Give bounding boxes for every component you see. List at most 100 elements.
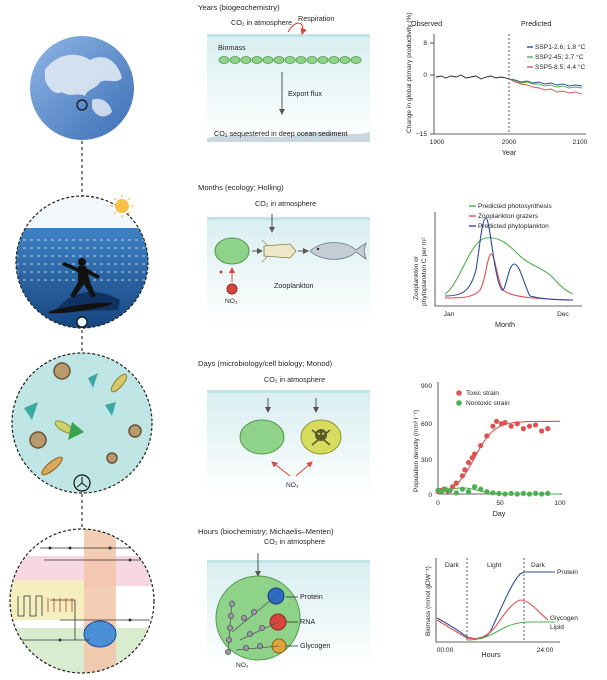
- chart4-ylabel: Biomass (mmol gDW⁻¹): [425, 566, 432, 636]
- chart2-xtick: Dec: [557, 311, 569, 318]
- chart2-photosynthesis-series: [444, 237, 574, 295]
- row1-co2-label: CO₂ in atmosphere: [231, 18, 292, 27]
- row2-no3-label: NO₃: [225, 298, 238, 305]
- ocean-surfer-scene: [15, 194, 149, 329]
- chart4-xtick: 00:00: [437, 647, 454, 654]
- chart3-toxic-point: [490, 423, 496, 429]
- chart3-nontoxic-point: [502, 491, 508, 497]
- chart1-ytick: −15: [416, 131, 428, 138]
- row4-no3-label: NO₃: [236, 662, 249, 669]
- chart2-ylabel-line1: Zooplankton or: [413, 255, 420, 300]
- chart4-lipid-series: [466, 621, 555, 641]
- chart3-legend-item: Toxic strain: [466, 390, 499, 397]
- microbes-scene: [11, 352, 153, 494]
- chart1-xtick: 2000: [502, 139, 517, 146]
- chart1-ssp585-series: [508, 78, 583, 95]
- triangular-cell: [24, 402, 38, 420]
- triangular-cell: [88, 373, 98, 388]
- chart4-xlabel: Hours: [481, 650, 501, 659]
- chart3-toxic-point: [520, 426, 527, 432]
- chart2-legend-item: Predicted phytoplankton: [478, 223, 549, 230]
- chart1-observed-label: Observed: [411, 19, 442, 28]
- chart3-nontoxic-point: [447, 487, 453, 493]
- chart1-predicted-label: Predicted: [521, 19, 551, 28]
- chart3-nontoxic-point: [526, 491, 533, 497]
- chart3-xtick: 50: [496, 500, 504, 507]
- chart3-nontoxic-point: [442, 486, 448, 492]
- chart3-toxic-point: [453, 480, 459, 486]
- chart3-toxic-point: [465, 459, 472, 466]
- chart3-legend-swatch: [456, 400, 462, 406]
- chart3-nontoxic-point: [545, 490, 551, 496]
- chart3-toxic-point: [526, 423, 533, 429]
- row1-schematic: [207, 22, 370, 142]
- chart3-nontoxic-point: [478, 486, 484, 492]
- row3-co2-label: CO₂ in atmosphere: [264, 375, 325, 384]
- chart1-legend-item: SSP5-8.5; 4.4 °C: [535, 63, 586, 71]
- chart2-legend-item: Predicted photosynthesis: [478, 203, 552, 210]
- chart3-nontoxic-point: [459, 486, 465, 492]
- chart3-ytick: 600: [421, 421, 432, 428]
- chart3-toxic-point: [472, 451, 478, 457]
- row2-co2-label: CO₂ in atmosphere: [255, 199, 316, 208]
- chart3-xtick: 0: [436, 500, 440, 507]
- row3-no3-label: NO₃: [286, 482, 299, 489]
- diatom-cell: [41, 456, 63, 476]
- row1-export-label: Export flux: [288, 89, 322, 98]
- row1-heading: Years (biogeochemistry): [198, 3, 280, 12]
- chart3-nontoxic-point: [453, 490, 459, 496]
- chart3-toxic-point: [545, 426, 551, 432]
- chart4-glycogen-series: [436, 599, 549, 640]
- chart4-phase-label: Dark: [445, 562, 460, 569]
- chart4-protein-series: [436, 571, 555, 640]
- chart3-nontoxic-point: [490, 490, 496, 496]
- row4-schematic: [207, 553, 370, 668]
- chart3-ytick: 900: [421, 383, 432, 390]
- chart3-ytick: 300: [421, 457, 432, 464]
- chart1-xtick: 1900: [430, 139, 445, 146]
- chart2-grazers-series: [444, 253, 574, 301]
- chart3-nontoxic-point: [496, 490, 502, 496]
- cyst-cell: [128, 424, 142, 438]
- chart1-ylabel: Change in global primary productivity (%…: [406, 12, 413, 133]
- chart2-phytoplankton-series: [444, 217, 574, 301]
- chart3-nontoxic-point: [514, 491, 520, 497]
- chart3-ytick: 0: [428, 492, 432, 499]
- sun-icon: [110, 194, 134, 218]
- chart2-legend-item: Zooplankton grazers: [478, 213, 539, 220]
- row3-schematic: [207, 390, 370, 498]
- chart3-toxic-point: [478, 442, 484, 449]
- chart3-nontoxic-point: [508, 490, 514, 496]
- chart3-nontoxic-point: [520, 490, 527, 496]
- chart3-nontoxic-point: [533, 490, 539, 496]
- chart3-nontoxic-point: [539, 491, 545, 497]
- row1-respiration-label: Respiration: [298, 14, 334, 23]
- skull-crossbones-icon: [311, 429, 331, 446]
- zoom-marker: [76, 316, 88, 328]
- row2-schematic: [207, 214, 370, 325]
- chart3-ylabel: Population density (mm³ l⁻¹): [413, 410, 420, 492]
- chart3-toxic-point: [459, 473, 465, 479]
- chart3-toxic-point: [539, 428, 545, 434]
- chart3-nontoxic-point: [472, 484, 478, 490]
- zooplankton-icon: [261, 239, 297, 263]
- zoom-marker: [76, 99, 88, 111]
- chart3-toxic-point: [533, 422, 539, 428]
- chart1-ssp126-series: [508, 78, 583, 87]
- chart1-xlabel: Year: [502, 148, 517, 157]
- diatom-cell: [110, 373, 128, 393]
- chart1-ytick: 8: [423, 40, 427, 47]
- chart4-series-label: Protein: [557, 569, 578, 576]
- row4-glycogen-label: Glycogen: [300, 641, 330, 650]
- nitrate-dot: [226, 283, 238, 295]
- row1-sediment-label: CO₂ sequestered in deep ocean sediment: [214, 129, 347, 138]
- row4-rna-label: RNA: [300, 617, 315, 626]
- chart2-xtick: Jan: [444, 311, 455, 318]
- chart1-ssp245-series: [508, 78, 583, 89]
- triangular-cell: [105, 402, 116, 416]
- row4-protein-label: Protein: [300, 592, 323, 601]
- row3-heading: Days (microbiology/cell biology; Monod): [198, 359, 333, 368]
- chart1-xtick: 2100: [573, 139, 588, 146]
- chart3-nontoxic-point: [439, 488, 445, 495]
